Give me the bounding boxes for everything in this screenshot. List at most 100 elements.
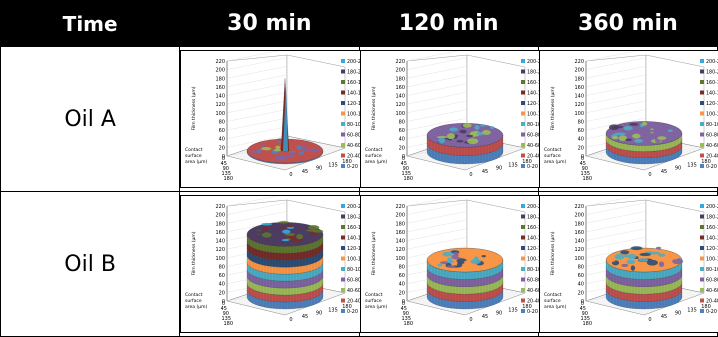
surface-patch	[455, 139, 464, 143]
legend-label: 0-20	[706, 309, 717, 315]
legend-label: 160-180	[527, 80, 547, 86]
legend-label: 40-60	[706, 288, 718, 294]
z-tick-label: 100	[574, 111, 584, 117]
surface-patch	[308, 153, 320, 158]
grid-line	[585, 196, 637, 207]
x-axis-title-line: area (μm)	[185, 304, 207, 310]
legend-label: 100-120	[527, 112, 547, 118]
x-tick-label: 45	[579, 161, 585, 167]
z-tick-label: 160	[216, 85, 226, 91]
z-tick-label: 80	[398, 264, 404, 270]
z-tick-label: 220	[395, 204, 405, 210]
surface-patch	[628, 123, 639, 126]
grid-line	[406, 57, 467, 70]
legend-swatch	[520, 101, 525, 105]
legend-swatch	[699, 214, 704, 219]
surface-patch	[260, 149, 267, 155]
legend-swatch	[520, 153, 525, 158]
legend-label: 20-40	[527, 154, 541, 160]
surface-patch	[262, 225, 270, 231]
legend-label: 0-20	[347, 309, 358, 315]
legend-swatch	[341, 101, 346, 105]
y-tick-label: 0	[469, 317, 472, 323]
legend-label: 160-180	[527, 225, 547, 231]
grid-line	[227, 57, 288, 70]
z-tick-label: 220	[216, 59, 226, 65]
z-tick-label: 100	[574, 256, 584, 262]
surface-patch	[608, 124, 619, 131]
z-tick-label: 20	[219, 145, 225, 151]
legend-swatch	[699, 164, 704, 168]
grid-line	[227, 100, 288, 114]
chart-cell: 0 20 40 60 80 100 120 140 160 180 200 220 Film thick…	[537, 46, 718, 192]
z-tick-label: 180	[216, 221, 226, 227]
legend-label: 100-120	[706, 257, 718, 263]
grid-line	[406, 228, 467, 241]
z-tick-label: 60	[577, 273, 583, 279]
surface-chart-oil-b-120min: 0 20 40 60 80 100 120 140 160 180 200 220 Film thick…	[365, 196, 547, 327]
legend-swatch	[341, 214, 346, 219]
y-tick-label: 90	[495, 311, 501, 317]
legend-label: 120-140	[347, 246, 367, 252]
legend-swatch	[520, 246, 525, 250]
y-tick-label: 180	[701, 159, 711, 165]
legend-swatch	[520, 69, 525, 74]
z-tick-label: 60	[219, 273, 225, 279]
surface-patch	[437, 137, 445, 144]
surface-patch	[474, 125, 480, 130]
legend-label: 140-160	[527, 236, 547, 242]
grid-line	[585, 51, 637, 62]
legend-label: 180-200	[706, 70, 718, 76]
legend-label: 180-200	[347, 215, 367, 221]
z-tick-label: 200	[574, 68, 584, 74]
back-wall-right	[287, 54, 346, 149]
surface-patch	[658, 261, 664, 267]
legend-swatch	[699, 69, 704, 74]
z-tick-label: 20	[398, 145, 404, 151]
grid-line	[406, 83, 467, 96]
grid-line	[227, 196, 279, 207]
surface-patch	[273, 149, 282, 152]
x-tick-label: 180	[224, 176, 234, 182]
y-tick-label: 135	[508, 162, 518, 168]
z-tick-label: 80	[577, 119, 583, 125]
surface-patch	[465, 134, 473, 138]
legend-label: 80-100	[527, 122, 544, 128]
legend-label: 20-40	[706, 299, 718, 305]
chart-cell: 0 20 40 60 80 100 120 140 160 180 200 220 Film thick…	[179, 46, 377, 192]
surface-patch	[282, 229, 291, 234]
x-tick-label: 135	[222, 316, 232, 322]
legend-label: 180-200	[347, 70, 367, 76]
surface-patch	[481, 130, 491, 135]
legend-swatch	[520, 111, 525, 116]
surface-patch	[647, 133, 655, 137]
legend-swatch	[520, 277, 525, 282]
surface-patch	[663, 124, 671, 131]
grid-line	[406, 66, 467, 79]
grid-line	[585, 66, 646, 79]
grid-line	[406, 196, 458, 207]
z-tick-label: 180	[395, 76, 405, 82]
z-tick-label: 160	[395, 230, 405, 236]
x-axis-title-line: Contact	[365, 147, 383, 153]
legend-label: 20-40	[527, 299, 541, 305]
x-axis-title-line: surface	[185, 298, 202, 304]
legend-label: 0-20	[347, 164, 358, 170]
legend-label: 100-120	[347, 112, 367, 118]
x-tick-label: 135	[580, 171, 590, 177]
surface-patch	[655, 246, 661, 250]
z-tick-label: 80	[398, 119, 404, 125]
legend-label: 180-200	[527, 215, 547, 221]
z-tick-label: 180	[216, 76, 226, 82]
legend-swatch	[520, 235, 525, 240]
row-label-oil-b: Oil B	[0, 191, 181, 337]
legend-label: 80-100	[706, 122, 718, 128]
legend-swatch	[520, 90, 525, 95]
legend-swatch	[520, 214, 525, 219]
legend-label: 100-120	[706, 112, 718, 118]
surface-patch	[633, 138, 643, 143]
legend-swatch	[341, 111, 346, 116]
y-tick-label: 135	[328, 307, 338, 313]
legend-swatch	[341, 267, 346, 271]
z-tick-label: 0	[581, 154, 584, 160]
